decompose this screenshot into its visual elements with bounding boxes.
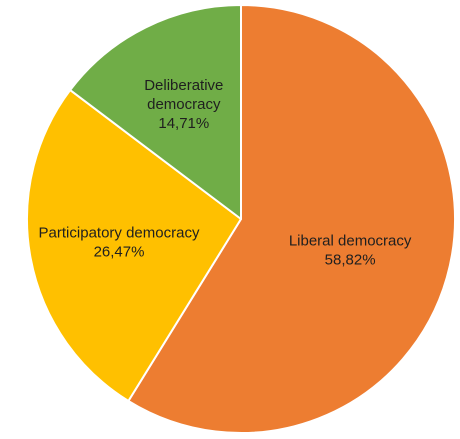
pie-slice-participatory-democracy <box>26 89 242 402</box>
data-label-category: Participatory democracy <box>39 224 200 241</box>
labels-layer: Liberal democracy 58,82% Participatory dem… <box>39 77 412 268</box>
data-label-category: Liberal democracy <box>289 233 412 250</box>
data-label-deliberative-democracy: Deliberative democracy 14,71% <box>144 77 223 132</box>
data-label-liberal-democracy: Liberal democracy 58,82% <box>289 233 412 269</box>
data-label-participatory-democracy: Participatory democracy 26,47% <box>39 224 200 260</box>
data-label-value: 26,47% <box>94 243 145 260</box>
data-label-category: democracy <box>147 96 221 113</box>
data-label-value: 14,71% <box>158 115 209 132</box>
pie-slice-liberal-democracy <box>127 4 456 434</box>
data-label-category: Deliberative <box>144 77 223 94</box>
pie-slice-deliberative-democracy <box>69 4 242 220</box>
data-label-value: 58,82% <box>325 252 376 269</box>
slices-layer <box>26 4 456 434</box>
